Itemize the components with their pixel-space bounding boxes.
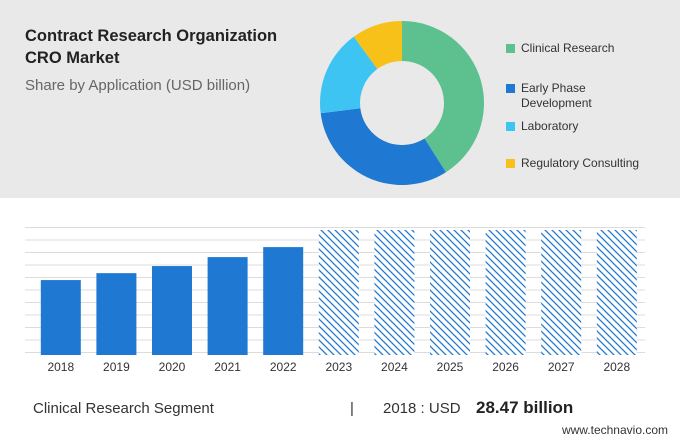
legend-swatch: [506, 159, 515, 168]
donut-slice: [320, 108, 446, 186]
bar: [40, 280, 81, 355]
footer-value: 28.47 billion: [476, 398, 574, 417]
x-tick-label: 2027: [548, 360, 575, 374]
donut-slice: [353, 21, 402, 70]
donut-slice: [402, 21, 485, 173]
legend-label: Laboratory: [521, 119, 579, 133]
x-tick-label: 2024: [381, 360, 408, 374]
forecast-placeholder: [541, 230, 582, 355]
forecast-placeholder: [485, 230, 526, 355]
bar: [96, 273, 137, 355]
forecast-placeholder: [596, 230, 637, 355]
forecast-placeholder: [430, 230, 470, 355]
bar: [207, 257, 248, 355]
x-tick-label: 2022: [270, 360, 297, 374]
legend-label: Early Phase Development: [521, 81, 592, 110]
bar: [263, 247, 304, 355]
legend-label: Clinical Research: [521, 41, 615, 55]
footer-year: 2018 : USD: [383, 400, 461, 417]
legend-swatch: [506, 122, 515, 131]
chart-title: Contract Research Organization CRO Marke…: [25, 27, 278, 67]
source: www.technavio.com: [561, 423, 668, 437]
x-tick-label: 2019: [103, 360, 130, 374]
forecast-placeholder: [318, 230, 359, 355]
legend-swatch: [506, 44, 515, 53]
donut-slice: [320, 36, 378, 114]
x-tick-label: 2028: [603, 360, 630, 374]
legend-swatch: [506, 84, 515, 93]
x-tick-label: 2026: [492, 360, 519, 374]
legend-label: Regulatory Consulting: [521, 156, 640, 170]
x-tick-label: 2025: [437, 360, 464, 374]
x-tick-label: 2023: [325, 360, 352, 374]
bar: [152, 266, 192, 355]
chart-subtitle: Share by Application (USD billion): [25, 77, 251, 94]
footer-segment: Clinical Research Segment: [33, 400, 214, 417]
x-tick-label: 2020: [159, 360, 186, 374]
x-tick-label: 2021: [214, 360, 241, 374]
footer-separator: |: [350, 400, 354, 417]
forecast-placeholder: [374, 230, 415, 355]
x-tick-label: 2018: [47, 360, 74, 374]
